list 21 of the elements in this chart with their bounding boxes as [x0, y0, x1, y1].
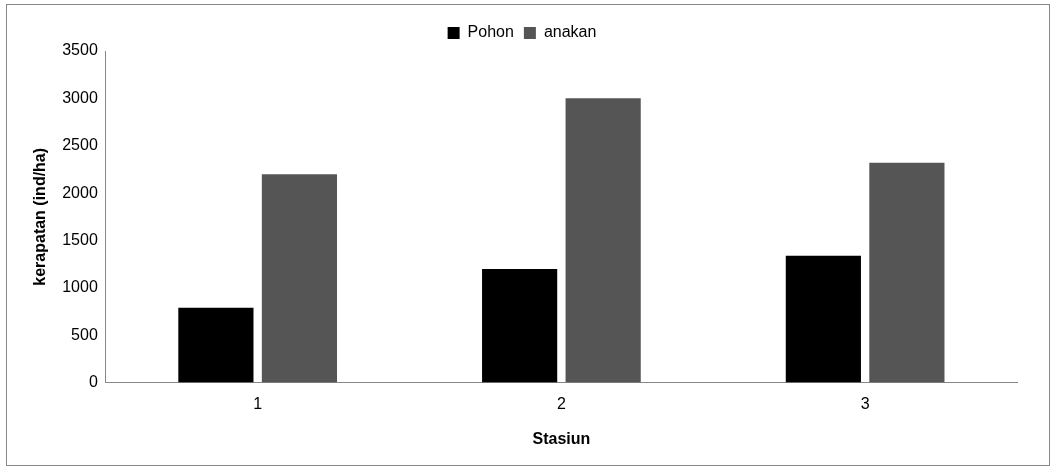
y-tick-label: 500	[71, 325, 98, 343]
bar	[261, 174, 338, 383]
x-tick-label: 3	[860, 394, 870, 412]
bar	[482, 268, 558, 383]
legend-label: Pohon	[467, 23, 514, 41]
y-tick-label: 3000	[62, 88, 98, 106]
x-axis-title: Stasiun	[532, 429, 591, 447]
bar	[565, 98, 641, 383]
y-tick-label: 2500	[62, 136, 98, 154]
bar	[785, 255, 861, 383]
bar	[869, 162, 945, 383]
legend-label: anakan	[543, 23, 597, 41]
y-tick-label: 1500	[62, 230, 98, 248]
bar	[178, 307, 254, 383]
y-tick-label: 1000	[62, 278, 98, 296]
y-tick-label: 0	[88, 373, 98, 391]
y-tick-label: 3500	[62, 41, 98, 59]
x-tick-label: 1	[253, 394, 263, 412]
x-tick-label: 2	[556, 394, 566, 412]
y-axis-title: kerapatan (ind/ha)	[31, 147, 49, 286]
y-tick-label: 2000	[62, 183, 98, 201]
